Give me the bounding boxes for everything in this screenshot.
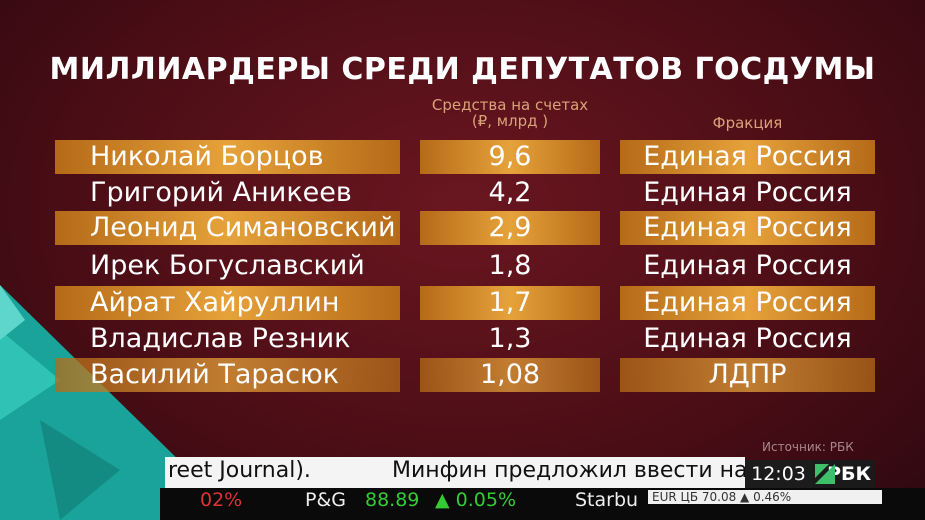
news-text: Минфин предложил ввести на	[392, 458, 748, 483]
value-cell: 1,8	[488, 250, 532, 281]
logo-text: РБК	[827, 463, 871, 485]
value-cell: 1,3	[488, 323, 532, 354]
name-cell: Владислав Резник	[90, 323, 351, 354]
clock: 12:03	[745, 460, 812, 488]
source: Источник: РБК	[762, 440, 854, 454]
column-header: Фракция	[712, 114, 783, 132]
quote: 02%	[200, 489, 243, 511]
value-cell: 1,7	[488, 287, 532, 318]
faction-cell: ЛДПР	[708, 359, 787, 390]
faction-cell: Единая Россия	[643, 287, 852, 318]
row-stripe	[55, 211, 400, 245]
column-header: Средства на счетах (₽, млрд )	[431, 96, 589, 130]
name-cell: Ирек Богуславский	[90, 250, 365, 281]
name-cell: Григорий Аникеев	[90, 177, 352, 208]
faction-cell: Единая Россия	[643, 250, 852, 281]
row-stripe	[420, 286, 600, 320]
row-stripe	[420, 140, 600, 174]
name-cell: Леонид Симановский	[90, 212, 396, 243]
news-band	[165, 457, 745, 488]
row-stripe	[420, 211, 600, 245]
name-cell: Николай Борцов	[90, 141, 324, 172]
logo-icon	[815, 464, 835, 484]
row-stripe	[620, 140, 875, 174]
news-text: reet Journal).	[168, 458, 311, 483]
quote: ▲ 0.05%	[435, 489, 517, 511]
value-cell: 2,9	[488, 212, 532, 243]
rate: EUR ЦБ 70.08 ▲ 0.46%	[648, 490, 882, 504]
faction-cell: Единая Россия	[643, 323, 852, 354]
quote: P&G	[305, 489, 346, 511]
row-stripe	[55, 286, 400, 320]
faction-cell: Единая Россия	[643, 141, 852, 172]
name-cell: Василий Тарасюк	[90, 359, 339, 390]
value-cell: 9,6	[488, 141, 532, 172]
row-stripe	[620, 211, 875, 245]
quote: Starbu	[575, 489, 639, 511]
value-cell: 4,2	[488, 177, 532, 208]
row-stripe	[55, 140, 400, 174]
title: МИЛЛИАРДЕРЫ СРЕДИ ДЕПУТАТОВ ГОСДУМЫ	[49, 52, 876, 87]
faction-cell: Единая Россия	[643, 212, 852, 243]
value-cell: 1,08	[479, 359, 541, 390]
faction-cell: Единая Россия	[643, 177, 852, 208]
name-cell: Айрат Хайруллин	[90, 287, 340, 318]
row-stripe	[620, 286, 875, 320]
row-stripe	[55, 358, 400, 392]
quote: 88.89	[365, 489, 420, 511]
row-stripe	[620, 358, 875, 392]
row-stripe	[420, 358, 600, 392]
